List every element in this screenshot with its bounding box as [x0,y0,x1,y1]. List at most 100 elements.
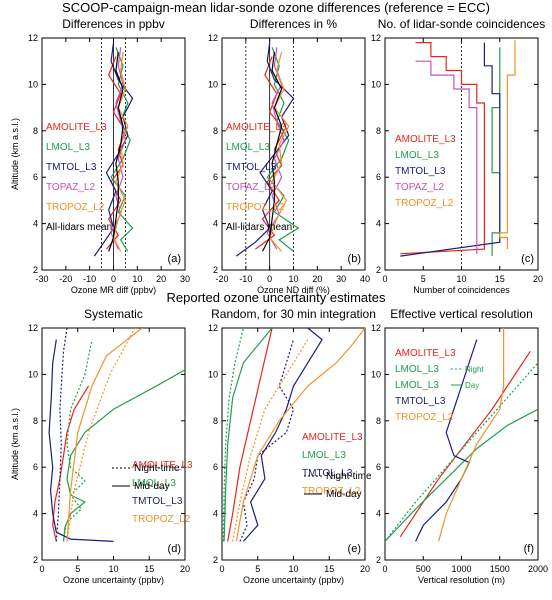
legend-entry: TMTOL_L3 [395,166,446,177]
legend-entry: TOPAZ_L2 [46,182,96,193]
x-tick-label: 1500 [490,564,510,574]
legend-entry: AMOLITE_L3 [302,432,363,443]
series-line-2 [385,362,538,542]
series-line-5 [239,339,295,542]
series-line-4 [415,339,478,542]
y-tick-label: 6 [376,172,381,182]
y-tick-label: 2 [213,555,218,565]
x-tick-label: -10 [83,274,96,284]
x-tick-label: 20 [156,274,166,284]
series-line-1 [227,328,273,542]
y-tick-label: 4 [376,509,381,519]
series-line-1 [399,350,531,538]
x-tick-label: 30 [336,274,346,284]
x-tick-label: 15 [324,564,334,574]
x-axis-label: Number of coincidences [413,285,510,295]
x-tick-label: 1000 [451,564,471,574]
series-line-5 [499,40,516,250]
legend-entry: TMTOL_L3 [132,496,183,507]
series-line-1 [400,41,485,255]
legend-entry: TROPOZ_L2 [395,198,454,209]
y-tick-label: 2 [376,555,381,565]
series-line-5 [112,51,129,252]
legend-day-label: Day [465,381,479,390]
legend-entry: LMOL_L3 [132,478,176,489]
panel-6: Effective vertical resolution 0 500 1000 150… [371,307,548,585]
x-tick-label: 10 [288,564,298,574]
legend-entry: TROPOZ_L2 [302,486,361,497]
legend-night-label: Night-time [134,463,180,474]
x-axis-label: Ozone MR diff (ppbv) [71,285,156,295]
y-tick-label: 12 [28,33,38,43]
legend-entry: TMTOL_L3 [302,468,353,479]
series-line-6 [235,328,365,542]
legend-night-label: Night-time [326,471,372,482]
panel-label: (f) [524,543,534,555]
x-tick-label: -10 [239,274,252,284]
y-tick-label: 12 [208,323,218,333]
series-line-4 [242,328,323,542]
panel-label: (d) [168,543,181,555]
legend-entry: AMOLITE_L3 [46,122,107,133]
panel-label: (a) [168,253,181,265]
x-tick-label: 20 [312,274,322,284]
y-tick-label: 6 [376,462,381,472]
series-line-6 [261,51,283,252]
series-line-3 [62,339,93,542]
y-tick-label: 8 [213,126,218,136]
x-tick-label: 20 [360,564,370,574]
y-tick-label: 6 [213,172,218,182]
x-tick-label: 5 [255,564,260,574]
y-tick-label: 4 [213,219,218,229]
y-tick-label: 8 [33,416,38,426]
x-axis-label: Ozone ND diff (%) [257,285,330,295]
x-tick-label: 2000 [528,564,548,574]
y-tick-label: 2 [33,555,38,565]
x-tick-label: 0 [219,564,224,574]
y-tick-label: 6 [213,462,218,472]
x-tick-label: -20 [59,274,72,284]
panel-title: Random, for 30 min integration [211,307,376,321]
y-tick-label: 4 [33,509,38,519]
series-line-2 [491,47,501,257]
y-tick-label: 6 [33,462,38,472]
x-tick-label: 0 [39,564,44,574]
x-tick-label: 10 [132,274,142,284]
x-tick-label: 0 [382,274,387,284]
series-line-6 [108,51,124,252]
y-tick-label: 4 [33,219,38,229]
panel-label: (e) [348,543,361,555]
y-tick-label: 12 [371,33,381,43]
panel-5: Random, for 30 min integration 0 5 10 15 20 2 4… [208,307,376,585]
x-axis-label: Ozone uncertainty (ppbv) [243,575,344,585]
legend-entry: LMOL_L3 [226,142,270,153]
legend-entry: AMOLITE_L3 [226,122,287,133]
panel-3: No. of lidar-sonde coincidences 0 5 10 15 20 2… [371,17,545,295]
series-line-5 [55,328,68,542]
legend-day-label: Mid-day [326,489,362,500]
y-tick-label: 8 [376,416,381,426]
y-axis-label: Altitude (km a.s.l.) [10,118,20,190]
legend-entry: AMOLITE_L3 [395,134,456,145]
y-tick-label: 2 [213,265,218,275]
x-axis-label: Vertical resolution (m) [418,575,505,585]
y-tick-label: 10 [28,369,38,379]
legend-entry: All-lidars mean [46,222,112,233]
y-tick-label: 10 [371,369,381,379]
y-tick-label: 6 [33,172,38,182]
legend-entry: LMOL_L3 [395,364,439,375]
plot-frame [41,327,186,561]
x-tick-label: 15 [144,564,154,574]
panel-title: Systematic [84,307,143,321]
y-tick-label: 4 [376,219,381,229]
legend-entry: TROPOZ_L2 [226,202,285,213]
panel-label: (c) [521,253,534,265]
y-tick-label: 12 [371,323,381,333]
legend-entry: TROPOZ_L2 [395,412,454,423]
x-tick-label: 10 [288,274,298,284]
series-line-7 [232,339,309,542]
x-axis-label: Ozone uncertainty (ppbv) [63,575,164,585]
x-tick-label: 20 [533,274,543,284]
legend-entry: LMOL_L3 [46,142,90,153]
